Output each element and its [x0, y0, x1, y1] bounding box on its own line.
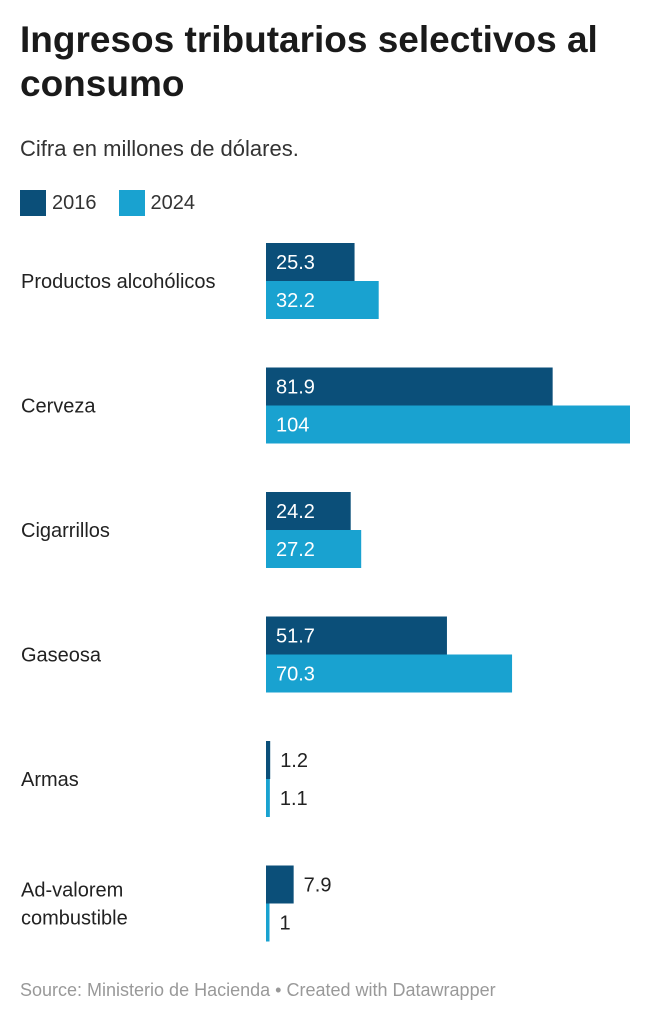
value-label-cigarrillos-2024: 27.2 [276, 539, 315, 561]
bar-armas-2024 [266, 779, 270, 817]
value-label-armas-2024: 1.1 [280, 788, 308, 810]
legend-item-2024: 2024 [118, 190, 196, 216]
bar-cerveza-2016 [266, 367, 553, 406]
value-label-gaseosa-2016: 51.7 [276, 626, 315, 648]
legend-swatch-2024 [118, 190, 145, 216]
category-label-productos-alcoholicos: Productos alcohólicos [21, 271, 216, 293]
legend: 2016 2024 [20, 189, 217, 217]
bar-productos-alcoholicos-2024 [266, 281, 379, 319]
value-label-productos-alcoholicos-2024: 32.2 [276, 290, 315, 312]
chart-subtitle: Cifra en millones de dólares. [20, 136, 299, 161]
value-label-cigarrillos-2016: 24.2 [276, 501, 315, 523]
bar-ad-valorem-combustible-2024 [266, 903, 270, 942]
legend-item-2016: 2016 [20, 190, 97, 216]
bar-cigarrillos-2016 [266, 492, 351, 530]
legend-label-2024: 2024 [150, 191, 196, 214]
value-label-productos-alcoholicos-2016: 25.3 [276, 252, 315, 274]
bar-cerveza-2024 [266, 405, 630, 444]
category-label-gaseosa: Gaseosa [21, 645, 102, 667]
bar-cigarrillos-2024 [266, 530, 362, 568]
chart-title: Ingresos tributarios selectivos al consu… [20, 19, 598, 104]
footer-credit: Created with Datawrapper [286, 980, 496, 1000]
value-label-cerveza-2016: 81.9 [276, 377, 315, 399]
bar-armas-2016 [266, 741, 271, 779]
value-label-gaseosa-2024: 70.3 [276, 664, 315, 686]
value-label-cerveza-2024: 104 [276, 415, 309, 437]
value-label-ad-valorem-combustible-2016: 7.9 [304, 875, 332, 897]
bar-gaseosa-2016 [266, 616, 447, 655]
bar-gaseosa-2024 [266, 654, 513, 693]
footer-separator: • [275, 980, 282, 1000]
category-label-armas: Armas [21, 769, 79, 791]
value-label-armas-2016: 1.2 [280, 750, 308, 772]
category-label-cerveza: Cerveza [21, 396, 96, 418]
bar-ad-valorem-combustible-2016 [266, 865, 294, 904]
chart-footer: Source: Ministerio de Hacienda • Created… [20, 980, 496, 1001]
category-label-ad-valorem-combustible: Ad-valorem combustible [21, 880, 128, 930]
category-label-cigarrillos: Cigarrillos [21, 520, 110, 542]
legend-label-2016: 2016 [52, 191, 97, 214]
bar-productos-alcoholicos-2016 [266, 243, 355, 281]
footer-source: Source: Ministerio de Hacienda [20, 980, 271, 1000]
value-label-ad-valorem-combustible-2024: 1 [280, 913, 291, 935]
legend-swatch-2016 [20, 190, 46, 216]
